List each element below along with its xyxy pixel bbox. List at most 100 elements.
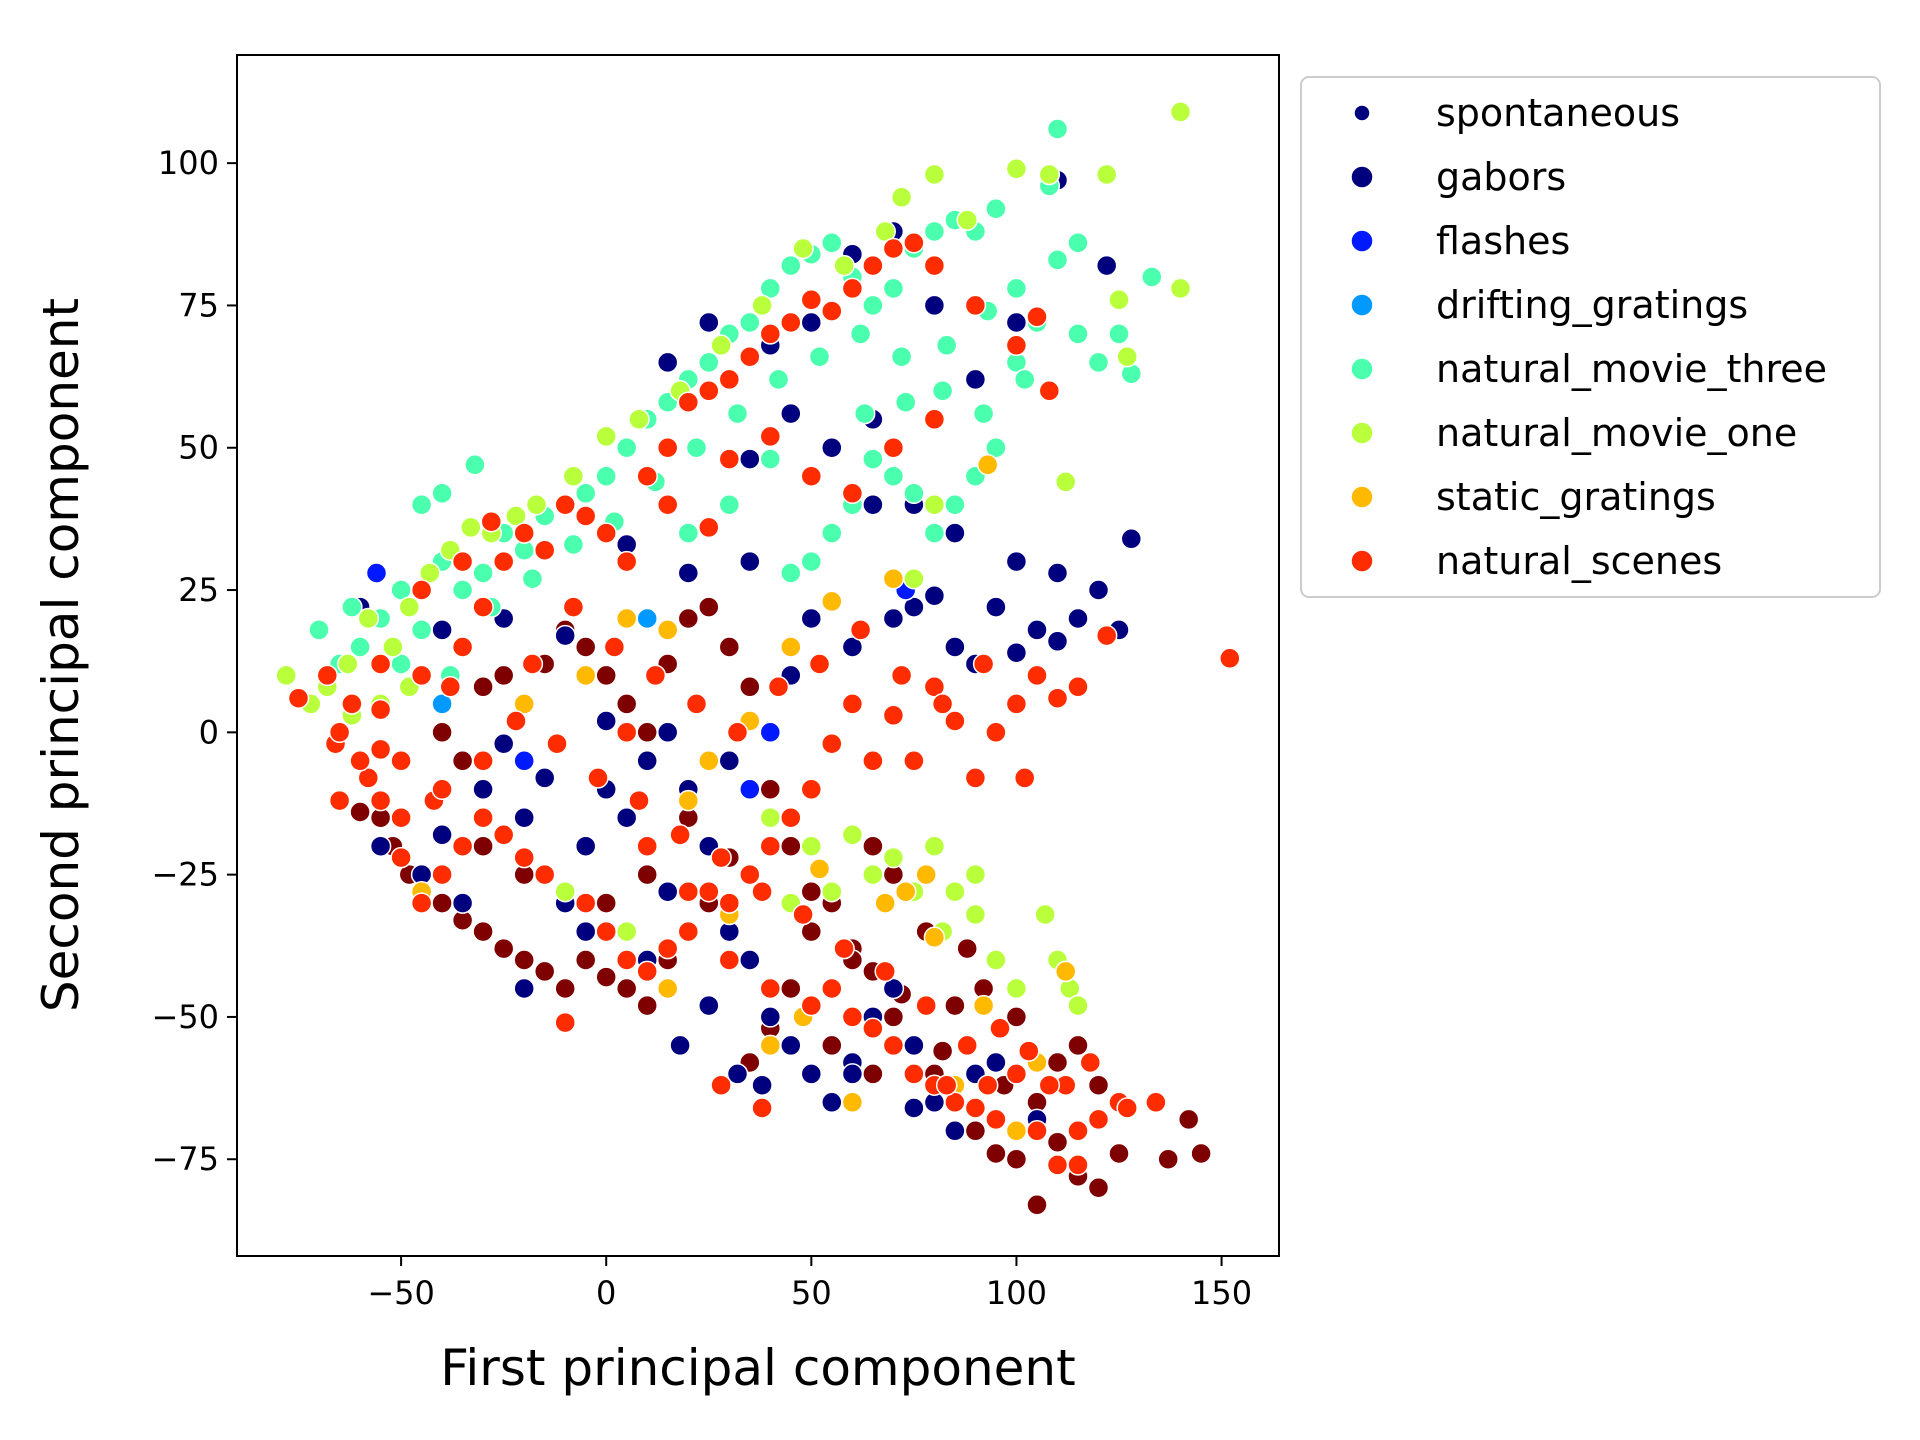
scatter-point [636,863,658,886]
scatter-point [800,465,823,487]
x-axis-ticks: −50 0 50 100 150 [367,1256,1252,1312]
scatter-point [472,835,494,857]
scatter-point [615,806,638,829]
scatter-point [894,391,917,413]
scatter-point [849,619,872,641]
scatter-point [800,778,823,801]
scatter-point [935,1074,958,1096]
scatter-point [513,949,535,971]
scatter-point [882,277,905,300]
legend-entry: natural_scenes [1350,539,1722,583]
scatter-point [472,596,494,618]
scatter-point [903,1063,925,1085]
y-tick-label: 25 [178,571,219,609]
scatter-point [349,801,371,823]
scatter-point [533,863,556,886]
scatter-point [369,789,392,812]
scatter-point [1095,163,1118,186]
scatter-point [882,607,905,630]
scatter-point [644,664,667,687]
scatter-point [792,237,814,260]
scatter-point [841,636,864,658]
scatter-point [698,750,720,772]
scatter-point [562,533,585,556]
scatter-point [944,1091,966,1114]
legend-marker [1350,549,1374,573]
scatter-point [562,596,585,618]
scatter-point [1108,1142,1130,1165]
x-tick-label: 50 [791,1274,832,1312]
scatter-point [1026,1120,1048,1142]
scatter-point [923,676,946,698]
scatter-point [862,835,884,857]
scatter-point [1067,994,1089,1017]
scatter-point [472,806,494,829]
scatter-point [472,778,494,801]
scatter-point [882,1034,905,1057]
legend-label: natural_movie_one [1436,411,1797,455]
scatter-point [862,863,884,886]
scatter-point [800,920,823,943]
scatter-point [718,368,741,391]
y-tick-label: −75 [151,1140,219,1178]
scatter-point [615,436,638,459]
scatter-point [894,880,917,903]
series-static_gratings [410,454,1077,1142]
scatter-point [718,750,741,772]
scatter-point [1013,368,1036,391]
scatter-point [365,562,388,584]
y-axis-ticks: −75 −50 −25 0 25 50 75 100 [151,144,237,1178]
scatter-point [562,465,585,487]
scatter-point [410,579,433,601]
scatter-point [656,619,679,641]
scatter-point [964,1097,987,1119]
y-tick-label: 75 [178,286,219,324]
x-tick-label: −50 [367,1274,435,1312]
scatter-point [574,949,597,971]
scatter-point [1005,1063,1028,1085]
scatter-point [964,863,987,886]
scatter-point [505,710,527,732]
scatter-point [800,550,823,573]
scatter-point [698,516,720,539]
scatter-point [513,522,535,544]
scatter-point [800,311,823,334]
scatter-point [956,209,978,231]
scatter-point [985,197,1007,220]
scatter-point [780,254,802,277]
scatter-point [1005,1120,1028,1142]
scatter-point [431,863,453,886]
scatter-point [821,1091,843,1114]
scatter-point [1054,960,1077,983]
scatter-point [976,454,999,476]
series-natural_scenes [287,232,1241,1176]
legend-label: flashes [1436,219,1570,263]
scatter-point [615,977,638,1000]
scatter-point [800,607,823,630]
scatter-point [656,880,679,903]
x-tick-label: 150 [1191,1274,1252,1312]
scatter-point [739,311,761,334]
scatter-point [882,237,905,260]
y-tick-label: −25 [151,856,219,894]
scatter-point [1116,345,1138,368]
scatter-point [903,1097,925,1119]
plot-frame [236,54,1280,1257]
scatter-point [956,937,978,960]
scatter-point [862,294,884,317]
scatter-point [615,949,638,971]
scatter-point [1169,101,1192,123]
scatter-point [677,391,700,413]
scatter-point [767,368,790,391]
scatter-point [1005,1148,1028,1170]
scatter-point [1067,232,1089,254]
scatter-point [1038,163,1061,186]
scatter-point [903,596,925,618]
scatter-point [1157,1148,1179,1170]
scatter-point [656,493,679,516]
scatter-point [759,1006,782,1028]
scatter-point [718,493,741,516]
scatter-point [1005,550,1028,573]
scatter-point [1005,334,1028,357]
scatter-point [780,636,802,658]
